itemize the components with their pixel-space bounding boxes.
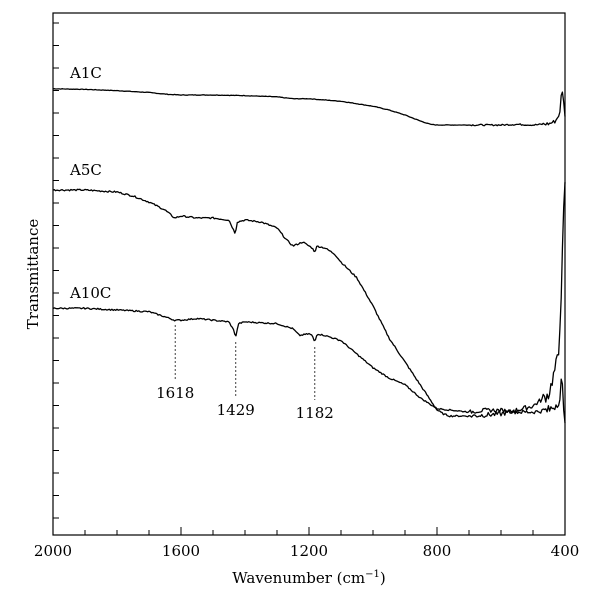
x-tick-label: 400 (551, 542, 580, 560)
x-tick-label: 800 (423, 542, 452, 560)
x-tick-label: 1200 (290, 542, 328, 560)
y-axis-ticks (53, 22, 59, 519)
series-line-a5c (52, 182, 566, 418)
series-line-a10c (52, 306, 566, 424)
series-label-a1c: A1C (69, 64, 102, 82)
x-axis-label: Wavenumber (cm−1) (232, 569, 385, 587)
series-labels: A1C A5C A10C (69, 64, 111, 302)
series-line-a1c (52, 88, 566, 127)
x-tick-label: 1600 (162, 542, 200, 560)
series-label-a5c: A5C (69, 161, 102, 179)
annotation-label: 1429 (217, 401, 255, 419)
x-tick-label: 2000 (34, 542, 72, 560)
series-lines (52, 88, 566, 424)
y-axis-label: Transmittance (24, 219, 42, 330)
x-axis-ticks: 2000 1600 1200 800 400 (34, 527, 579, 560)
peak-annotations: 1618 1429 1182 (156, 325, 334, 422)
x-axis-label-text: Wavenumber (cm (232, 569, 365, 587)
x-axis-label-superscript: −1 (365, 569, 380, 580)
annotation-label: 1182 (296, 404, 334, 422)
x-axis-label-close: ) (380, 569, 386, 587)
series-label-a10c: A10C (69, 284, 111, 302)
annotation-label: 1618 (156, 384, 194, 402)
